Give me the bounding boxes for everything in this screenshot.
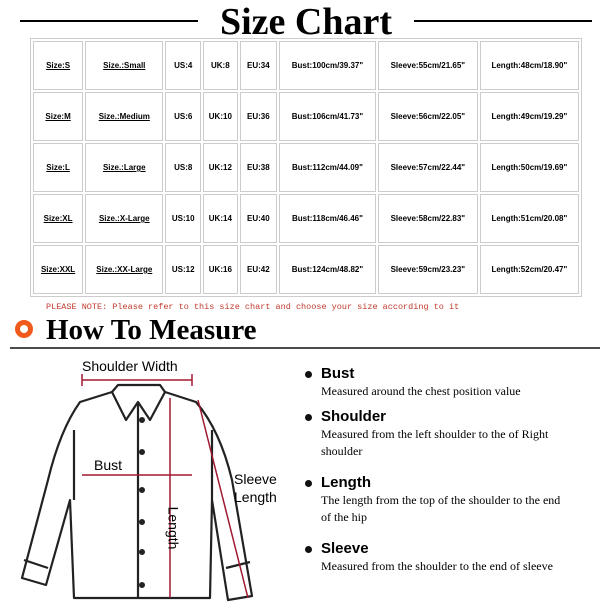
table-cell: Bust:118cm/46.46"	[279, 194, 376, 243]
bullet	[305, 414, 312, 421]
item-text: Measured from the left shoulder to the o…	[321, 427, 549, 458]
table-cell: UK:10	[202, 92, 238, 141]
table-cell: Size:M	[33, 92, 84, 141]
note: PLEASE NOTE: Please refer to this size c…	[46, 302, 460, 312]
bullet	[305, 371, 312, 378]
table-cell: EU:34	[239, 41, 278, 90]
table-cell: Size:L	[33, 143, 84, 192]
table-cell: US:10	[165, 194, 201, 243]
table-cell: Bust:100cm/39.37"	[279, 41, 376, 90]
bullet	[305, 480, 312, 487]
table-cell: UK:16	[202, 245, 238, 294]
table-cell: EU:38	[239, 143, 278, 192]
table-cell: Sleeve:57cm/22.44"	[377, 143, 478, 192]
table-cell: Length:49cm/19.29"	[479, 92, 579, 141]
table-cell: US:6	[165, 92, 201, 141]
item-title: Sleeve	[321, 540, 369, 557]
table-cell: Bust:112cm/44.09"	[279, 143, 376, 192]
table-row: Size:XXL Size.:XX-Large US:12 UK:16 EU:42 Bus…	[33, 245, 579, 294]
table-cell: Length:48cm/18.90"	[479, 41, 579, 90]
title: Size Chart	[219, 1, 393, 43]
diagram-label: Length	[165, 506, 182, 550]
table-cell: Size.:X-Large	[85, 194, 164, 243]
table-cell: Sleeve:56cm/22.05"	[377, 92, 478, 141]
table-row: Size:XL Size.:X-Large US:10 UK:14 EU:40 Bust:…	[33, 194, 579, 243]
table-cell: Size:XL	[33, 194, 84, 243]
item-text: Measured around the chest position value	[321, 384, 521, 398]
diagram-label: Shoulder Width	[82, 358, 178, 374]
diagram-label: Sleeve Length	[234, 471, 277, 505]
item-title: Shoulder	[321, 408, 387, 425]
table-row: Size:S Size.:Small US:4 UK:8 EU:34 Bust:100cm…	[33, 41, 579, 90]
table-cell: UK:12	[202, 143, 238, 192]
table-row: Size:L Size.:Large US:8 UK:12 EU:38 Bust:112c…	[33, 143, 579, 192]
diagram-label: Bust	[94, 457, 123, 473]
table-cell: Length:52cm/20.47"	[479, 245, 579, 294]
section-heading: How To Measure	[46, 314, 257, 346]
table-cell: Sleeve:58cm/22.83"	[377, 194, 478, 243]
item-text: The length from the top of the shoulder …	[321, 493, 561, 524]
table-cell: Length:51cm/20.08"	[479, 194, 579, 243]
table-cell: EU:36	[239, 92, 278, 141]
table-cell: US:12	[165, 245, 201, 294]
table-row: Size:M Size.:Medium US:6 UK:10 EU:36 Bust:106…	[33, 92, 579, 141]
table-cell: US:4	[165, 41, 201, 90]
title-rule	[414, 20, 592, 22]
table-cell: Size.:Large	[85, 143, 164, 192]
size-table: Size:S Size.:Small US:4 UK:8 EU:34 Bust:100cm…	[30, 38, 582, 297]
table-cell: EU:42	[239, 245, 278, 294]
table-cell: Size.:XX-Large	[85, 245, 164, 294]
title-rule	[20, 20, 198, 22]
table-cell: UK:14	[202, 194, 238, 243]
table-cell: Length:50cm/19.69"	[479, 143, 579, 192]
table-cell: US:8	[165, 143, 201, 192]
item-text: Measured from the shoulder to the end of…	[321, 559, 553, 573]
table-cell: Size.:Medium	[85, 92, 164, 141]
table-cell: Sleeve:55cm/21.65"	[377, 41, 478, 90]
table-cell: EU:40	[239, 194, 278, 243]
item-title: Bust	[321, 365, 355, 382]
table-cell: Bust:106cm/41.73"	[279, 92, 376, 141]
table-cell: Sleeve:59cm/23.23"	[377, 245, 478, 294]
table-cell: Size:XXL	[33, 245, 84, 294]
bullet	[305, 546, 312, 553]
item-title: Length	[321, 474, 371, 491]
table-cell: Bust:124cm/48.82"	[279, 245, 376, 294]
table-cell: Size:S	[33, 41, 84, 90]
table-cell: UK:8	[202, 41, 238, 90]
table-cell: Size.:Small	[85, 41, 164, 90]
